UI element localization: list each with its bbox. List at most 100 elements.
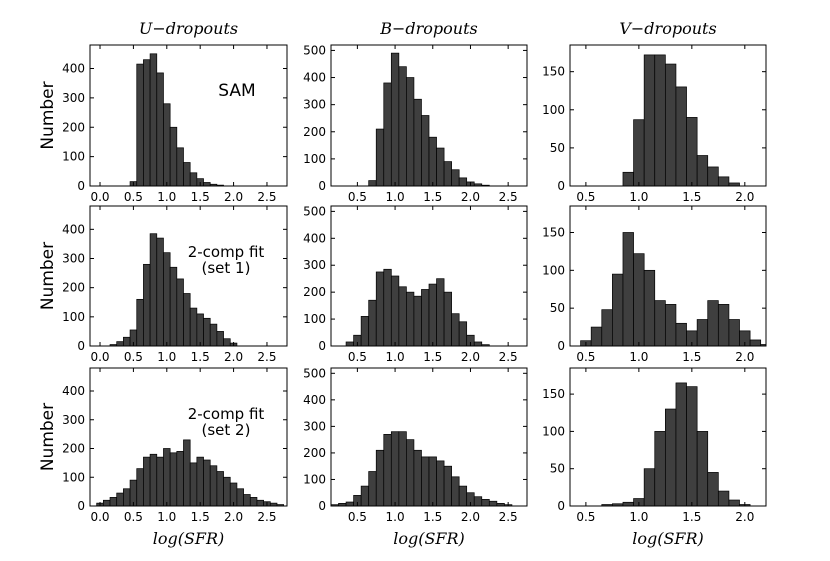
bar [116,492,124,507]
bar [223,338,231,347]
x-tick-label: 1.0 [157,510,176,524]
bar [203,459,211,507]
y-tick-label: 0 [557,179,565,193]
bar [728,499,740,507]
x-tick-label: 0.5 [576,510,595,524]
y-tick-label: 300 [62,413,85,427]
x-tick-label: 1.0 [629,190,648,204]
bar [390,275,400,347]
bar [643,54,656,187]
bar [375,128,385,187]
y-tick-label: 50 [550,301,565,315]
x-tick-label: 0.0 [90,510,109,524]
bar [136,298,144,347]
bar [163,252,171,347]
bar [428,283,437,347]
bar [590,326,603,347]
bar [345,501,354,507]
bar [622,232,634,347]
bar [176,278,184,347]
x-tick-label: 2.0 [224,510,243,524]
bar [428,456,437,507]
x-tick-label: 1.0 [386,350,405,364]
axes-frame [330,205,528,347]
bar [643,269,656,347]
bar [143,263,151,347]
y-tick-label: 300 [62,91,85,105]
bar [707,166,719,187]
panel-title: U−dropouts [139,19,238,38]
x-tick-label: 0.0 [90,190,109,204]
panel-title: B−dropouts [379,19,478,38]
y-tick-label: 200 [62,281,85,295]
bar [458,321,468,347]
bar [481,499,490,507]
bar [643,468,656,507]
y-tick-label: 300 [303,98,326,112]
bar [375,271,385,347]
y-tick-label: 200 [62,120,85,134]
x-tick-label: 1.5 [682,510,701,524]
bar [169,452,178,507]
bar [209,323,218,347]
bar [243,494,251,507]
y-tick-label: 150 [542,65,565,79]
bar [183,439,191,507]
panel-annotation: 2-comp fit [188,243,265,261]
bar [163,103,171,187]
bar [406,291,415,347]
x-tick-label: 0.5 [124,350,143,364]
y-tick-label: 400 [303,71,326,85]
x-tick-label: 1.0 [157,190,176,204]
x-tick-label: 1.5 [682,190,701,204]
x-tick-label: 0.5 [124,510,143,524]
bar [707,300,719,347]
y-tick-label: 0 [318,339,326,353]
panel-title: V−dropouts [619,19,716,38]
axes-frame [330,44,528,187]
bar [375,449,385,507]
bar [149,453,158,507]
bar [601,309,613,347]
bar [696,155,709,187]
x-tick-label: 1.5 [682,350,701,364]
bar [169,266,178,347]
y-tick-label: 0 [318,179,326,193]
x-tick-label: 1.5 [423,190,442,204]
bar [717,176,730,187]
y-tick-label: 0 [77,499,85,513]
x-tick-label: 2.0 [224,190,243,204]
y-tick-label: 400 [62,222,85,236]
y-axis-label: Number [38,403,58,471]
y-tick-label: 400 [303,393,326,407]
bar [488,500,498,507]
bar [149,233,158,347]
y-tick-label: 300 [303,419,326,433]
y-tick-label: 500 [303,204,326,218]
x-axis-label: log(SFR) [153,529,225,548]
bar [156,72,164,187]
bar [428,136,437,187]
bar [458,485,468,507]
bar [696,431,709,507]
axes-frame [89,205,288,347]
bar [360,485,370,507]
y-tick-label: 0 [77,339,85,353]
panel-annotation: 2-comp fit [188,405,265,423]
bar [203,182,211,187]
bar [109,497,118,507]
x-tick-label: 2.0 [461,350,480,364]
bar [413,295,422,347]
bar [406,439,415,507]
bar [443,161,452,187]
panel-r0-c1: 0.5 1.0 1.5 2.0 2.5 0 100 200 300 400 500 B−dropout… [303,19,528,204]
y-tick-label: 500 [303,366,326,380]
bar [169,126,178,187]
bar [622,171,634,187]
panel-annotation: SAM [218,81,255,101]
x-tick-label: 0.5 [576,350,595,364]
bar [686,386,698,507]
bar [249,497,258,507]
bar [183,293,191,347]
y-tick-label: 0 [557,339,565,353]
